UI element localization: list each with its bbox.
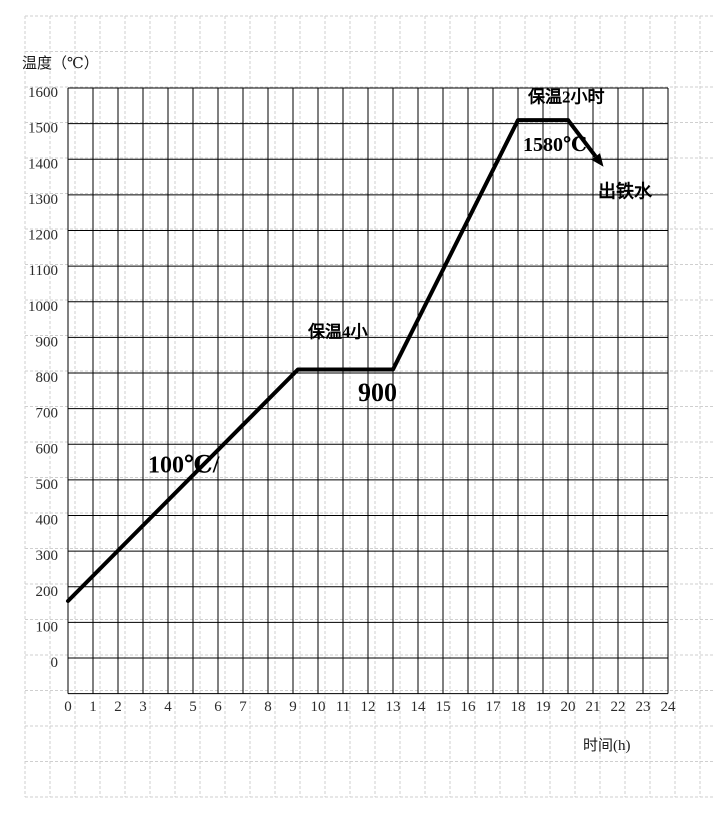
y-tick-label: 900 [36, 334, 59, 350]
x-tick-label: 22 [611, 699, 626, 715]
y-tick-label: 200 [36, 584, 59, 600]
x-tick-label: 3 [139, 699, 147, 715]
x-tick-label: 1 [89, 699, 97, 715]
x-tick-label: 8 [264, 699, 272, 715]
arrow-shaft [566, 118, 598, 158]
x-tick-label: 19 [536, 699, 551, 715]
rate-label: 100℃/ [148, 453, 220, 479]
y-tick-label: 300 [36, 548, 59, 564]
tap-iron-label: 出铁水 [598, 180, 653, 201]
spreadsheet-grid [24, 15, 714, 798]
x-tick-label: 5 [189, 699, 197, 715]
hold-1580-label: 保温2小时 [527, 86, 605, 106]
x-tick-label: 9 [289, 699, 297, 715]
arrow-head-icon [591, 153, 604, 167]
x-tick-label: 15 [436, 699, 451, 715]
x-tick-label: 24 [661, 699, 677, 715]
y-tick-label: 1400 [28, 156, 58, 172]
y-tick-label: 1500 [28, 121, 58, 137]
x-tick-label: 17 [486, 699, 502, 715]
hold-900-label: 保温4小 [307, 322, 368, 342]
y-axis-tick-labels: 0 100 200 300 400 500 600 700 800 900 1000 1100 1200… [28, 85, 58, 671]
x-tick-label: 4 [164, 699, 172, 715]
x-tick-label: 14 [411, 699, 427, 715]
x-tick-label: 23 [636, 699, 651, 715]
x-tick-label: 13 [386, 699, 401, 715]
x-tick-label: 10 [311, 699, 326, 715]
y-tick-label: 500 [36, 477, 59, 493]
y-tick-label: 600 [36, 441, 59, 457]
x-axis-tick-labels: 0 1 2 3 4 5 6 7 8 9 10 11 12 13 14 15 16 17 18 19 20 21 22 23 24 [64, 699, 676, 715]
y-tick-label: 1600 [28, 85, 58, 101]
y-tick-label: 1300 [28, 192, 58, 208]
tap-iron-arrow [566, 118, 604, 167]
x-tick-label: 18 [511, 699, 526, 715]
x-tick-label: 7 [239, 699, 247, 715]
x-tick-label: 20 [561, 699, 576, 715]
y-tick-label: 1100 [29, 263, 58, 279]
y-tick-label: 100 [36, 619, 59, 635]
heating-curve-line [66, 118, 570, 603]
temperature-curve [66, 118, 570, 603]
x-tick-label: 2 [114, 699, 122, 715]
x-tick-label: 6 [214, 699, 222, 715]
x-axis-title: 时间(h) [583, 737, 631, 754]
x-tick-label: 12 [361, 699, 376, 715]
y-tick-label: 1000 [28, 299, 58, 315]
x-tick-label: 0 [64, 699, 72, 715]
temp-900-label: 900 [358, 378, 397, 407]
x-tick-label: 11 [336, 699, 350, 715]
x-tick-label: 16 [461, 699, 477, 715]
plot-gridlines [67, 87, 669, 695]
x-tick-label: 21 [586, 699, 601, 715]
temp-1580-label: 1580℃ [523, 134, 587, 156]
y-tick-label: 0 [51, 655, 59, 671]
y-tick-label: 800 [36, 370, 59, 386]
y-axis-title: 温度（℃） [22, 55, 99, 72]
y-tick-label: 700 [36, 406, 59, 422]
y-tick-label: 400 [36, 513, 59, 529]
chart-annotations: 100℃/ 保温4小 900 保温2小时 1580℃ 出铁水 [148, 86, 653, 478]
y-tick-label: 1200 [28, 228, 58, 244]
